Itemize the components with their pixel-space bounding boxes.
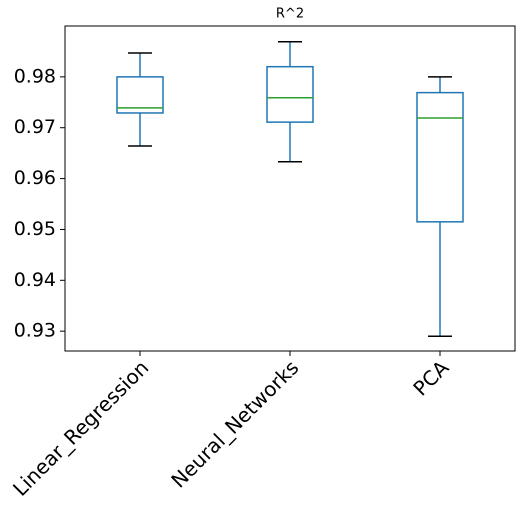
y-tick-label: 0.98 <box>14 65 56 87</box>
y-tick-label: 0.96 <box>14 167 56 189</box>
x-tick-label: Linear_Regression <box>8 355 153 500</box>
box <box>416 91 464 223</box>
y-tick-label: 0.93 <box>14 320 56 342</box>
y-tick-label: 0.94 <box>14 269 56 291</box>
x-tick-label: Neural_Networks <box>166 355 303 492</box>
chart-title: R^2 <box>276 7 304 22</box>
box <box>116 76 164 114</box>
x-tick-label: PCA <box>408 355 453 400</box>
box <box>266 65 314 123</box>
y-tick-label: 0.97 <box>14 116 56 138</box>
plot-frame <box>64 25 516 352</box>
y-tick-label: 0.95 <box>14 218 56 240</box>
